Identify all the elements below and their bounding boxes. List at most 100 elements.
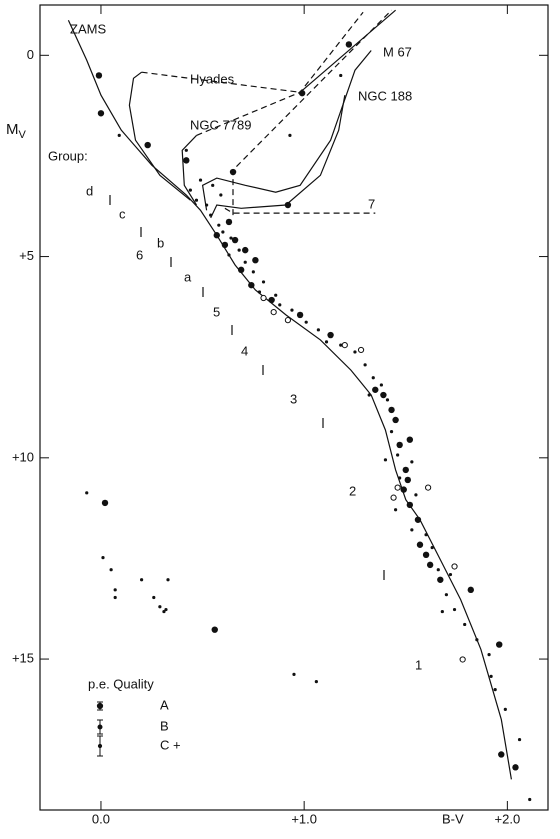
isochrone-line: [128, 71, 191, 201]
annotation: 4: [241, 343, 248, 358]
annotation: NGC 7789: [190, 117, 251, 132]
star-point: [452, 607, 457, 612]
star-point: [357, 346, 365, 354]
star-point: [284, 201, 292, 209]
star-point: [298, 89, 306, 97]
star-point: [367, 393, 371, 397]
star-point: [414, 516, 422, 523]
star-point: [396, 441, 403, 449]
star-point: [398, 476, 402, 480]
star-point: [404, 476, 411, 484]
star-point: [463, 622, 467, 627]
star-point: [496, 641, 503, 648]
isochrone-line: [67, 20, 512, 780]
star-point: [517, 737, 522, 742]
y-axis-label: MV: [6, 121, 27, 141]
legend-entry: C +: [160, 737, 181, 752]
star-point: [487, 653, 491, 657]
star-point: [416, 541, 424, 548]
star-point: [221, 241, 229, 249]
star-point: [211, 626, 218, 633]
star-point: [164, 607, 168, 612]
star-point: [144, 141, 151, 149]
star-point: [389, 430, 394, 434]
annotation: 6: [136, 247, 143, 262]
star-point: [221, 230, 225, 234]
star-point: [85, 491, 89, 495]
star-point: [394, 508, 398, 512]
star-point: [184, 148, 188, 152]
star-point: [252, 256, 259, 264]
star-point: [339, 343, 343, 347]
x-axis-label: B-V: [442, 811, 464, 826]
star-point: [183, 157, 190, 164]
star-point: [225, 218, 233, 226]
y-tick-label: +15: [12, 651, 34, 666]
star-point: [341, 342, 348, 349]
annotation: a: [184, 269, 192, 284]
star-point: [493, 688, 497, 692]
star-point: [278, 303, 282, 307]
star-point: [237, 266, 245, 274]
star-point: [475, 638, 479, 642]
legend-entry: A: [160, 697, 169, 712]
star-point: [406, 436, 414, 443]
star-point: [290, 308, 294, 312]
star-point: [97, 110, 105, 117]
star-point: [459, 656, 466, 663]
star-point: [448, 572, 453, 577]
star-point: [270, 309, 277, 316]
star-point: [251, 270, 255, 274]
star-point: [113, 588, 117, 592]
star-point: [430, 545, 434, 550]
star-point: [113, 595, 117, 600]
star-point: [188, 188, 192, 192]
star-point: [296, 311, 304, 319]
star-point: [324, 340, 329, 344]
group-separators: [109, 195, 385, 580]
star-point: [219, 193, 223, 197]
star-point: [229, 236, 233, 240]
star-point: [314, 680, 318, 684]
y-tick-label: 0: [27, 47, 34, 62]
star-point: [353, 350, 357, 354]
isochrone-line: [181, 134, 198, 206]
star-point: [402, 466, 409, 474]
star-point: [437, 576, 444, 583]
star-point: [95, 72, 103, 79]
star-point: [288, 133, 292, 138]
star-point: [152, 595, 156, 600]
star-point: [140, 578, 144, 582]
isochrone-line: [299, 9, 396, 93]
star-point: [237, 248, 241, 252]
star-point: [231, 236, 239, 244]
star-point: [268, 296, 275, 304]
star-point: [209, 213, 213, 217]
annotation: Group:: [48, 148, 88, 163]
star-point: [528, 797, 532, 802]
star-point: [101, 556, 105, 560]
isochrone-line: [224, 207, 376, 214]
star-point: [414, 493, 418, 497]
star-point: [227, 253, 231, 257]
y-tick-label: +5: [19, 248, 34, 263]
star-point: [425, 484, 432, 491]
star-point: [205, 203, 209, 207]
isochrone-line: [201, 50, 372, 211]
star-point: [380, 391, 387, 399]
star-point: [392, 416, 399, 424]
plot-frame: [39, 4, 549, 811]
star-point: [316, 328, 320, 332]
annotation: b: [157, 235, 164, 250]
y-axis-label-main: M: [6, 121, 19, 138]
star-point: [242, 246, 249, 254]
annotation: ZAMS: [70, 21, 106, 36]
annotation: d: [86, 183, 93, 198]
star-point: [383, 458, 388, 462]
star-point: [158, 605, 162, 609]
star-point: [498, 751, 505, 758]
annotation: 3: [290, 391, 297, 406]
star-point: [363, 363, 367, 367]
annotation: c: [119, 206, 126, 221]
isochrone-line: [232, 9, 392, 216]
